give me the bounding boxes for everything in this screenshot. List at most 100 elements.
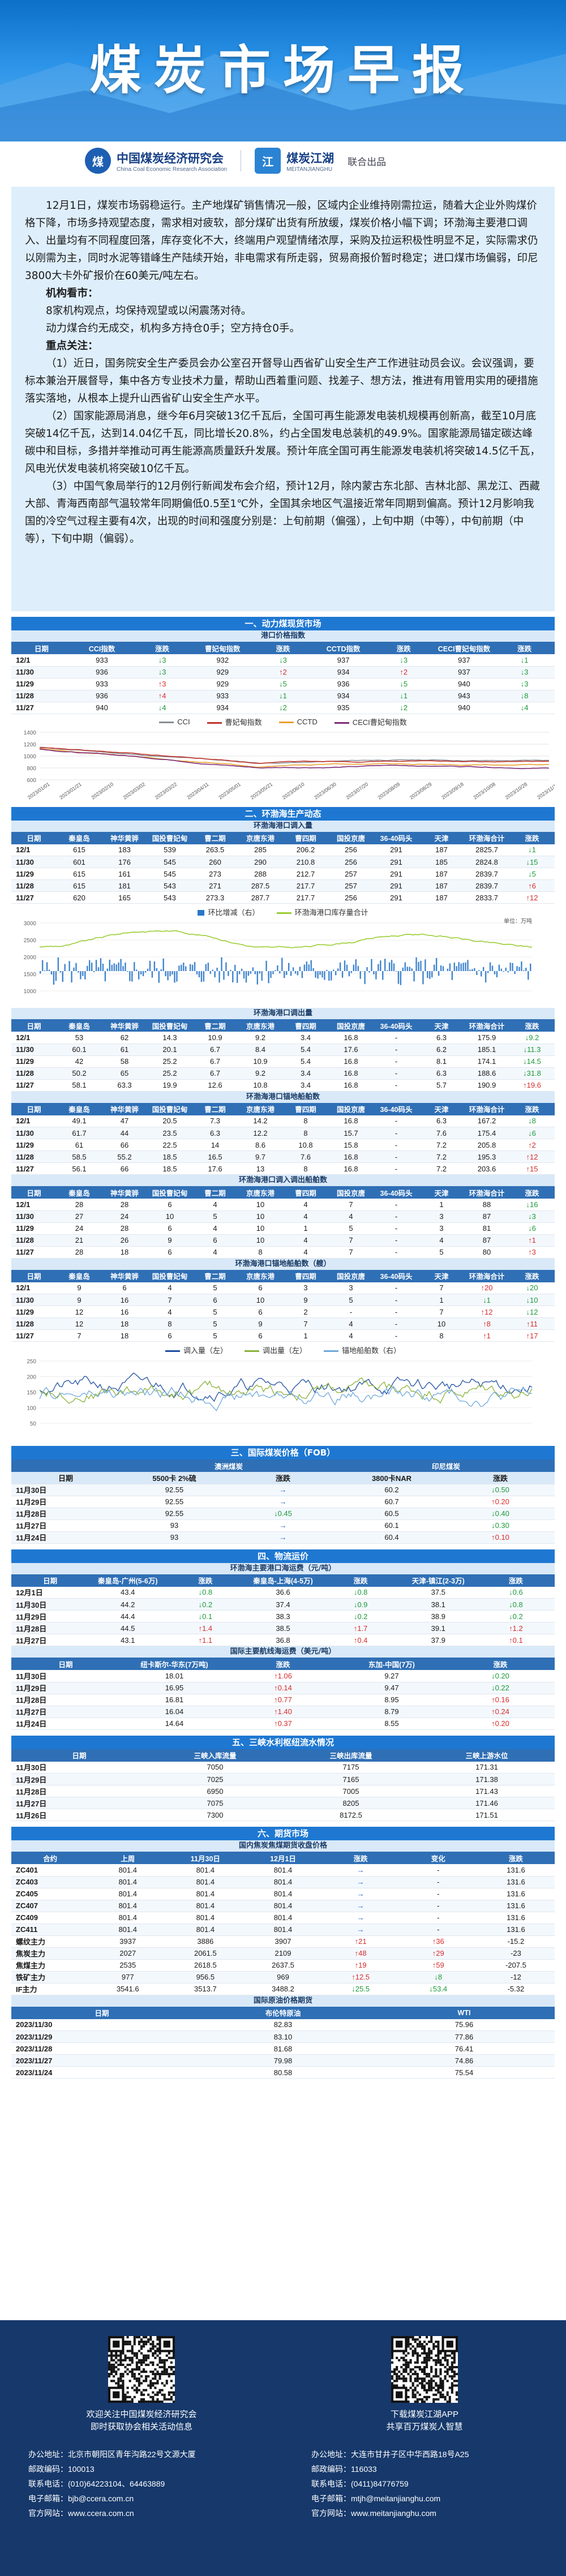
qr-module: [402, 2384, 405, 2387]
bar: [162, 958, 164, 971]
table-cell: 801.4: [244, 1912, 322, 1924]
table-cell: 77.86: [374, 2030, 555, 2043]
qr-module: [138, 2382, 140, 2385]
qr-module: [126, 2341, 129, 2343]
table-cell: 620: [57, 891, 102, 904]
section-title: 六、期货市场: [11, 1827, 555, 1840]
qr-module: [426, 2336, 428, 2339]
bar: [467, 960, 469, 971]
qr-module: [423, 2386, 426, 2389]
table-cell: ↑4: [132, 690, 192, 702]
bar: [214, 971, 216, 977]
table-cell: 36.8: [244, 1634, 322, 1646]
bar: [228, 971, 229, 976]
chart-legend: 环比增减（右） 环渤海港口库存量合计: [11, 906, 555, 917]
bar: [176, 971, 178, 982]
table-cell: 43.4: [89, 1586, 167, 1599]
table-cell: 175.4: [464, 1127, 509, 1139]
qr-module: [152, 2341, 155, 2343]
qr-module: [133, 2343, 136, 2346]
bar: [279, 971, 281, 974]
table-cell: 6: [192, 1234, 238, 1247]
table-cell: 161: [102, 868, 147, 880]
table-cell: 2833.7: [464, 891, 509, 904]
x-tick-label: 2023/02/10: [90, 781, 114, 800]
table-cell: ↓5: [509, 868, 555, 880]
table-cell: 12.2: [238, 1127, 283, 1139]
qr-module: [135, 2356, 138, 2359]
qr-module: [435, 2354, 438, 2357]
table-cell: 5: [192, 1329, 238, 1342]
table-cell: 16.8: [328, 1150, 374, 1163]
qr-code-icon[interactable]: [391, 2336, 458, 2403]
table-cell: -: [374, 1222, 419, 1235]
bar: [395, 971, 397, 972]
qr-module: [446, 2361, 449, 2364]
bar: [400, 971, 402, 985]
bar: [440, 965, 442, 971]
qr-module: [154, 2356, 157, 2359]
column-header: 布伦特原油: [192, 2006, 374, 2019]
table-cell: 62: [102, 1032, 147, 1044]
qr-module: [156, 2391, 159, 2394]
qr-module: [161, 2389, 164, 2392]
qr-module: [437, 2359, 440, 2362]
column-header: 国投京唐: [328, 1102, 374, 1115]
qr-module: [423, 2395, 426, 2398]
legend-label: CCI: [177, 718, 190, 726]
table-cell: 7025: [147, 1773, 283, 1785]
table-cell: 291: [374, 879, 419, 892]
contact-line: 电子邮箱：bjb@ccera.com.cn: [28, 2494, 134, 2503]
x-tick-label: 2023/08/29: [409, 781, 433, 800]
banner: 煤炭市场早报: [0, 0, 566, 141]
table-cell: 6: [147, 1222, 192, 1235]
table-cell: 26: [102, 1234, 147, 1247]
qr-finder: [113, 2341, 120, 2348]
table-header: 澳洲煤炭 印尼煤炭: [11, 1459, 555, 1472]
qr-module: [117, 2380, 120, 2382]
table-cell: 12月1日: [11, 1586, 89, 1599]
contact-link[interactable]: 官方网站：www.ccera.com.cn: [28, 2509, 134, 2518]
table-cell: 10: [238, 1294, 283, 1306]
qr-module: [391, 2375, 394, 2378]
contact-link[interactable]: 官方网站：www.meitanjianghu.com: [311, 2509, 436, 2518]
table-cell: ↑0.20: [446, 1496, 555, 1508]
table-row: 11月30日 18.01 ↑1.06 9.27 ↓0.20: [11, 1670, 555, 1682]
qr-module: [138, 2350, 140, 2352]
table-cell: 2027: [89, 1947, 167, 1960]
qr-module: [405, 2380, 408, 2382]
table-row: 11/29 24 28 6 4 10 1 5-3 81 ↓6: [11, 1222, 555, 1235]
table-cell: 190.9: [464, 1079, 509, 1092]
table-cell: 88: [464, 1199, 509, 1211]
qr-module: [113, 2375, 115, 2378]
table-cell: 940: [434, 678, 495, 690]
qr-module: [441, 2386, 444, 2389]
contact-mtjh: 办公地址：大连市甘井子区中华西路18号A25 邮政编码：116033 联系电话：…: [300, 2447, 549, 2521]
qr-module: [421, 2382, 423, 2385]
qr-module: [161, 2359, 164, 2362]
qr-module: [391, 2361, 394, 2364]
column-header: 涨跌: [373, 642, 434, 654]
column-header: 涨跌: [509, 1186, 555, 1199]
table-cell: 3541.6: [89, 1983, 167, 1995]
column-header: 神华黄骅: [102, 1019, 147, 1032]
qr-code-icon[interactable]: [108, 2336, 175, 2403]
qr-module: [441, 2384, 444, 2387]
qr-module: [391, 2382, 394, 2385]
table-cell: 2023/11/28: [11, 2042, 192, 2055]
table-cell: 11月30日: [11, 1670, 120, 1682]
bar: [402, 967, 404, 971]
qr-module: [126, 2356, 129, 2359]
table-cell: 81: [464, 1222, 509, 1235]
table-cell: 11/27: [11, 702, 72, 714]
bar: [142, 971, 144, 976]
table-cell: ↓4: [132, 702, 192, 714]
qr-module: [451, 2377, 453, 2380]
table-cell: ↑0.77: [229, 1694, 337, 1706]
qr-module: [170, 2386, 173, 2389]
table-cell: 7: [57, 1329, 102, 1342]
qr-module: [110, 2365, 113, 2368]
qr-module: [418, 2393, 421, 2396]
table-row: 11月30日 44.2 ↓0.2 37.4 ↓0.9 38.1 ↓0.8: [11, 1598, 555, 1611]
qr-module: [131, 2356, 134, 2359]
